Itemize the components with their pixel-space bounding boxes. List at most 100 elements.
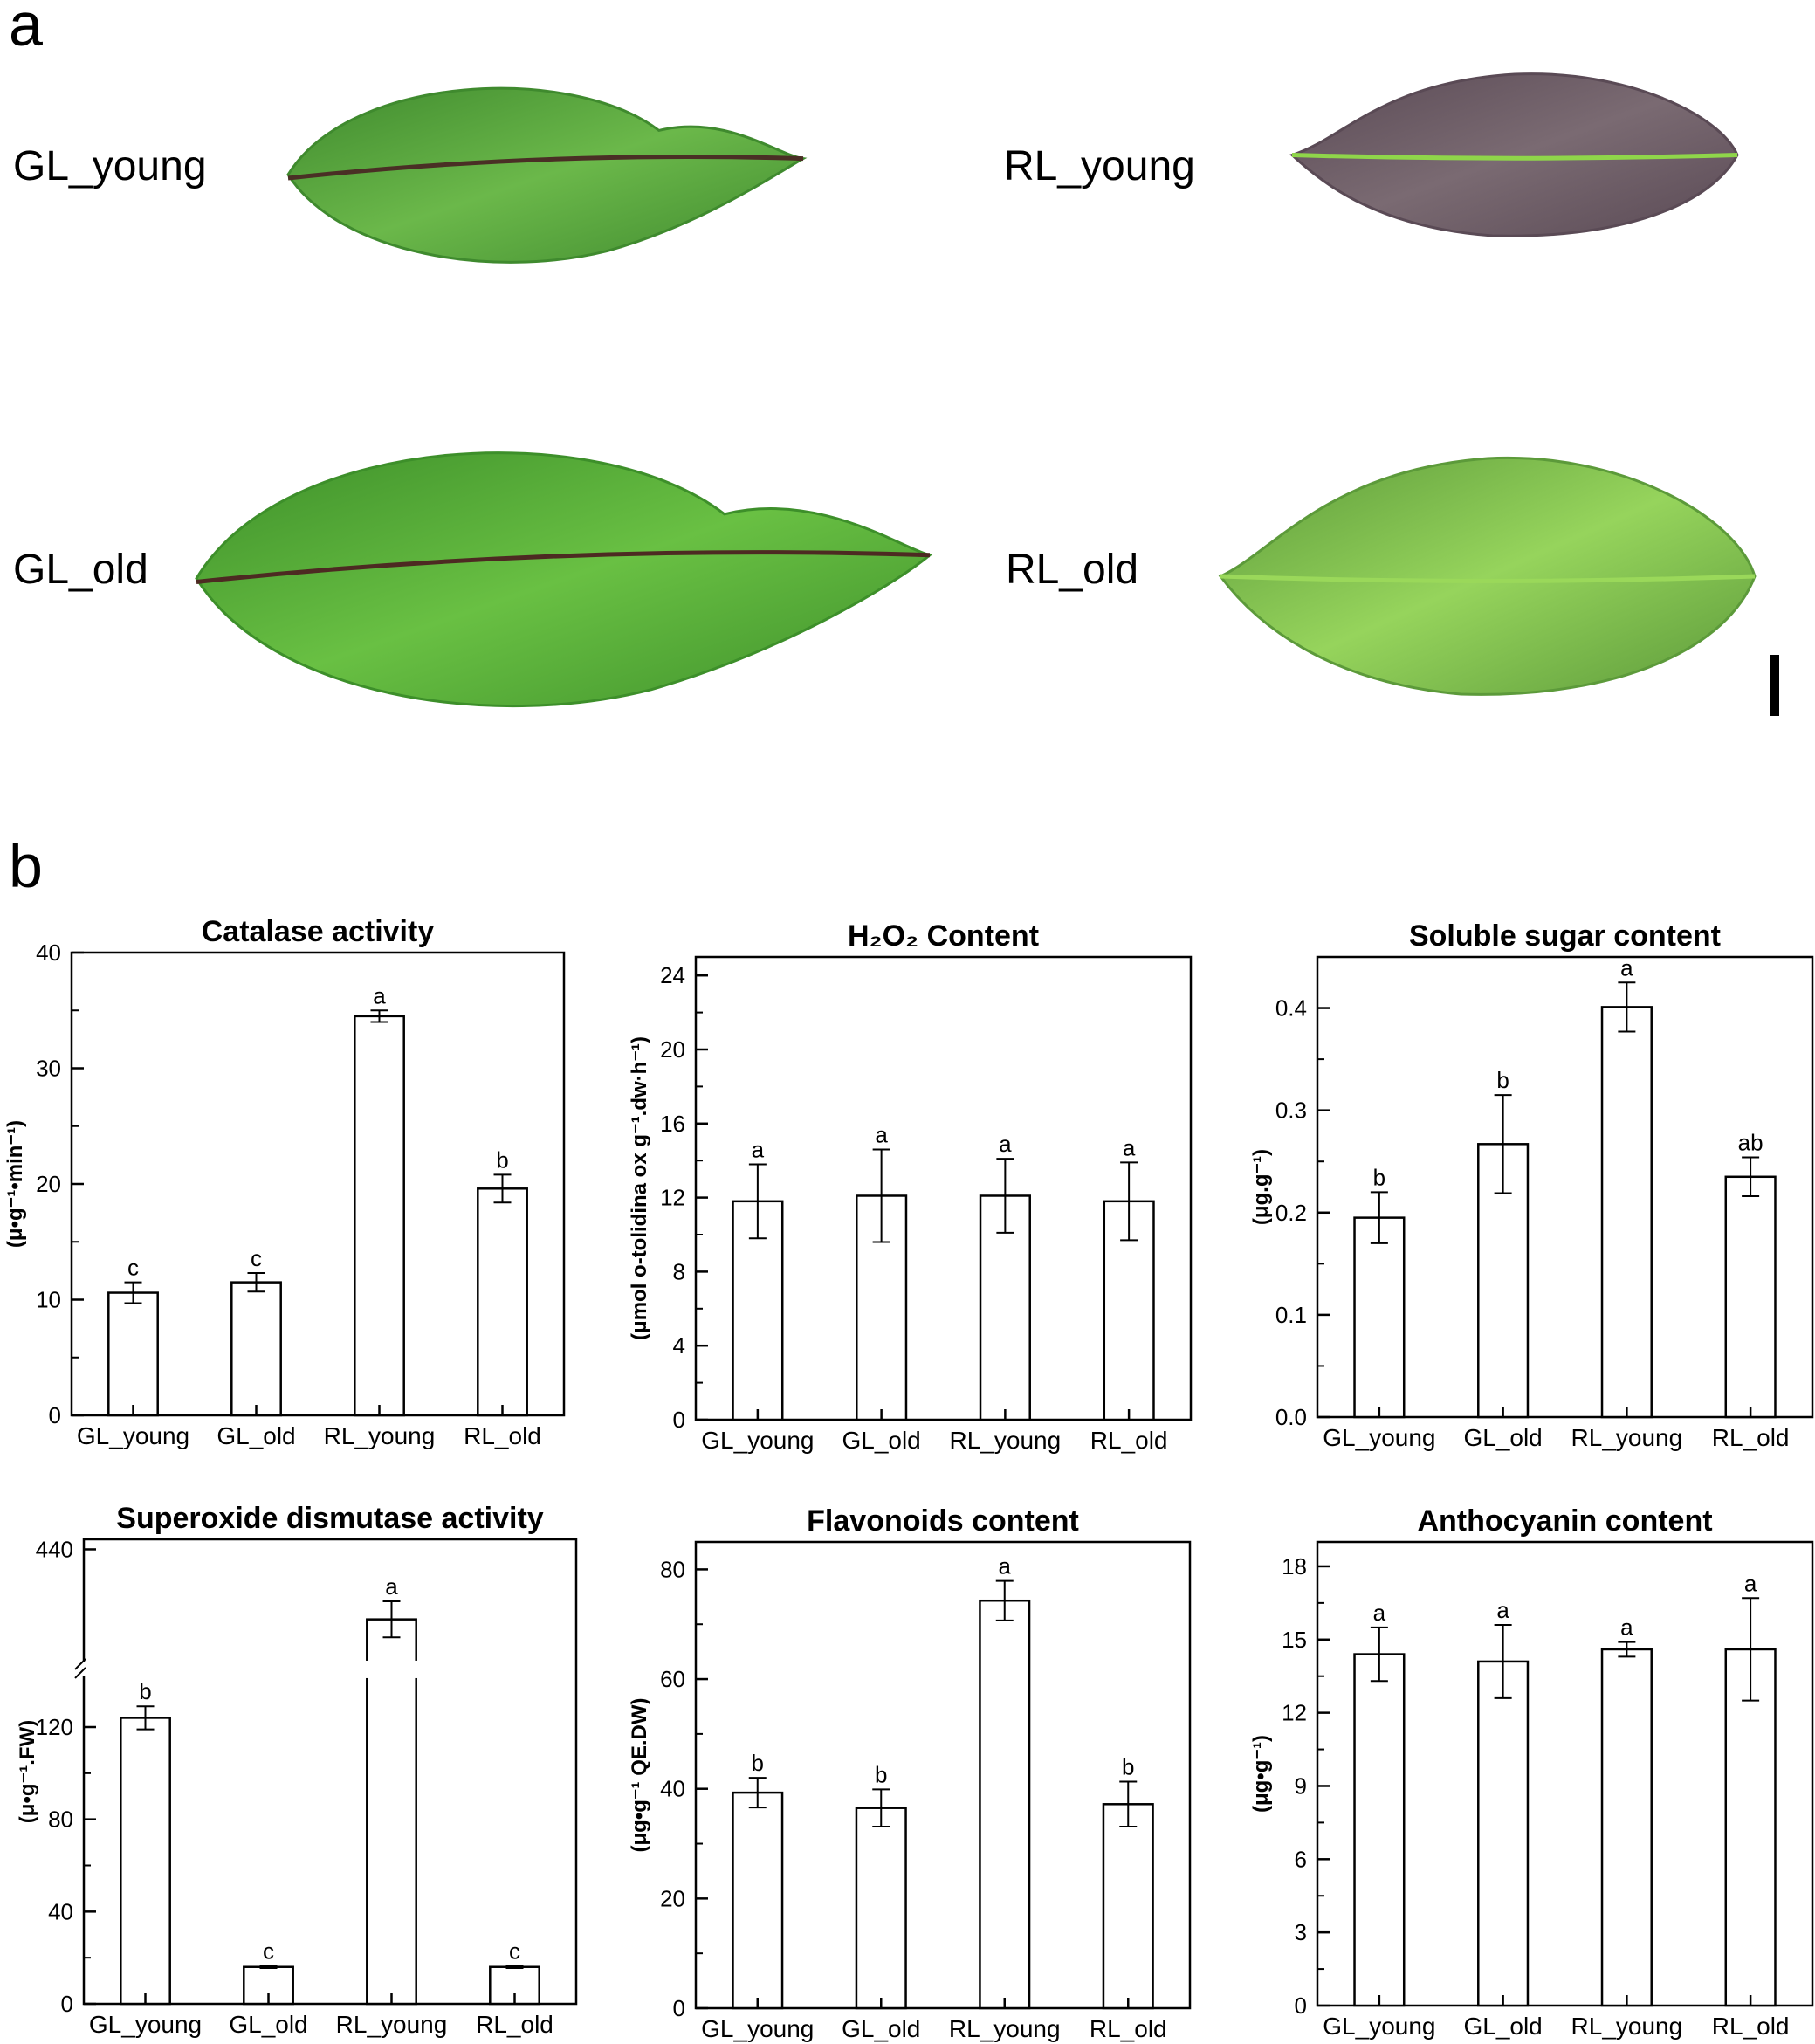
leaf-blade <box>286 86 808 264</box>
chart-3: Soluble sugar content (μg.g⁻¹) 0.0 0.1 0.2 0.… <box>1249 919 1814 1451</box>
y-axis-label: (μg.g⁻¹) <box>1249 1149 1273 1225</box>
x-tick-label: RL_old <box>1090 1427 1168 1454</box>
chart-1: Catalase activity (μ•g⁻¹•min⁻¹) 0 10 20 30 40 c… <box>3 915 566 1449</box>
y-axis-label: (μg•g⁻¹ QE.DW) <box>628 1697 651 1852</box>
bar <box>107 1291 159 1417</box>
leaf-label: GL_old <box>13 547 148 593</box>
significance-letter: c <box>509 1937 520 1964</box>
x-tick-label: RL_old <box>476 2011 553 2038</box>
x-tick-label: RL_young <box>336 2011 448 2038</box>
x-tick-label: GL_young <box>701 1427 814 1454</box>
plot-frame <box>694 1540 1192 2010</box>
x-tick-label: GL_young <box>1323 1424 1435 1451</box>
y-tick-label: 40 <box>36 939 61 966</box>
x-tick-label: RL_old <box>1712 2013 1790 2040</box>
y-tick-label: 0.0 <box>1275 1404 1307 1430</box>
x-tick-label: RL_young <box>1571 1424 1683 1451</box>
x-tick-label: GL_old <box>1463 1424 1542 1451</box>
chart-title: Catalase activity <box>202 915 435 948</box>
bar <box>1102 1803 1154 2010</box>
chart-5: Flavonoids content (μg•g⁻¹ QE.DW) 0 20 40 60 8… <box>628 1504 1192 2042</box>
y-tick-label: 6 <box>1295 1846 1307 1872</box>
y-tick-label: 0.3 <box>1275 1098 1307 1124</box>
significance-letter: c <box>127 1255 139 1281</box>
x-tick-label: GL_young <box>89 2011 202 2038</box>
chart-2: H₂O₂ Content (μmol o-tolidina ox g⁻¹.dw·h… <box>628 919 1193 1454</box>
bar <box>354 1015 405 1417</box>
y-tick-label: 80 <box>660 1556 685 1582</box>
bar <box>1724 1648 1777 2007</box>
y-tick-label: 12 <box>660 1185 685 1211</box>
leaf-photo-rl-old: RL_old <box>1006 456 1757 696</box>
chart-title: Flavonoids content <box>807 1504 1079 1538</box>
leaf-photo-gl-young: GL_young <box>13 86 808 264</box>
significance-letter: b <box>496 1146 508 1173</box>
x-tick-label: GL_old <box>217 1422 295 1449</box>
y-tick-label: 18 <box>1282 1553 1307 1579</box>
significance-letter: a <box>1373 1600 1386 1626</box>
leaf-midrib <box>196 550 931 584</box>
x-tick-label: GL_old <box>842 1427 920 1454</box>
significance-letter: b <box>752 1750 764 1776</box>
y-tick-label: 10 <box>36 1287 61 1313</box>
bar <box>979 1599 1031 2010</box>
x-tick-label: GL_old <box>229 2011 307 2038</box>
significance-letter: b <box>1496 1067 1509 1093</box>
bar-break-gap <box>364 1660 419 1678</box>
significance-letter: a <box>999 1553 1012 1579</box>
y-tick-label: 40 <box>660 1776 685 1802</box>
y-tick-label: 8 <box>673 1258 685 1284</box>
x-tick-label: RL_old <box>1712 1424 1790 1451</box>
significance-letter: a <box>1496 1597 1509 1623</box>
axis-break-mark <box>74 1667 86 1679</box>
scale-bar <box>1770 655 1779 716</box>
y-tick-label: 15 <box>1282 1627 1307 1653</box>
plot-frame <box>82 1538 578 2006</box>
y-axis-label: (μ•g⁻¹.FW) <box>16 1720 39 1823</box>
y-tick-label: 0 <box>49 1402 61 1428</box>
bar <box>1353 1216 1406 1419</box>
bar <box>1724 1175 1777 1419</box>
plot-frame <box>1316 955 1814 1419</box>
x-tick-label: RL_young <box>950 1427 1062 1454</box>
y-tick-label: 0.1 <box>1275 1302 1307 1328</box>
chart-title: Soluble sugar content <box>1409 919 1721 953</box>
x-tick-label: RL_old <box>464 1422 541 1449</box>
x-tick-label: GL_young <box>1323 2013 1435 2040</box>
significance-letter: ab <box>1738 1130 1763 1156</box>
y-tick-label: 16 <box>660 1111 685 1137</box>
axis-break-mark <box>74 1658 86 1670</box>
significance-letter: c <box>251 1245 262 1271</box>
y-axis-label: (μmol o-tolidina ox g⁻¹.dw·h⁻¹) <box>628 1036 651 1340</box>
significance-letter: b <box>139 1678 151 1704</box>
chart-title: H₂O₂ Content <box>848 919 1039 953</box>
leaf-blade <box>195 451 933 708</box>
y-tick-label: 0 <box>61 1991 73 2017</box>
significance-letter: a <box>373 982 386 1008</box>
y-tick-label: 0 <box>673 1995 685 2021</box>
significance-letter: b <box>875 1761 887 1787</box>
bar <box>120 1717 171 2006</box>
y-axis-label: (μ•g⁻¹•min⁻¹) <box>3 1120 27 1248</box>
significance-letter: a <box>1620 1614 1633 1641</box>
y-tick-label: 80 <box>48 1807 73 1833</box>
significance-letter: c <box>263 1937 274 1964</box>
leaf-midrib <box>287 155 804 181</box>
y-tick-label: 20 <box>660 1036 685 1063</box>
y-tick-label: 20 <box>36 1171 61 1197</box>
y-tick-label: 12 <box>1282 1700 1307 1726</box>
x-tick-label: GL_old <box>1463 2013 1542 2040</box>
y-tick-label: 24 <box>660 962 685 988</box>
significance-letter: a <box>1744 1570 1757 1596</box>
leaf-blade <box>1218 456 1757 696</box>
y-tick-label: 0 <box>673 1407 685 1433</box>
chart-title: Superoxide dismutase activity <box>116 1502 543 1535</box>
significance-letter: a <box>875 1121 888 1147</box>
significance-letter: a <box>752 1136 765 1162</box>
bar <box>1600 1006 1653 1419</box>
significance-letter: b <box>1122 1754 1134 1780</box>
y-axis-label: (μg•g⁻¹) <box>1249 1735 1273 1813</box>
bar <box>855 1807 907 2010</box>
bar <box>732 1791 784 2010</box>
